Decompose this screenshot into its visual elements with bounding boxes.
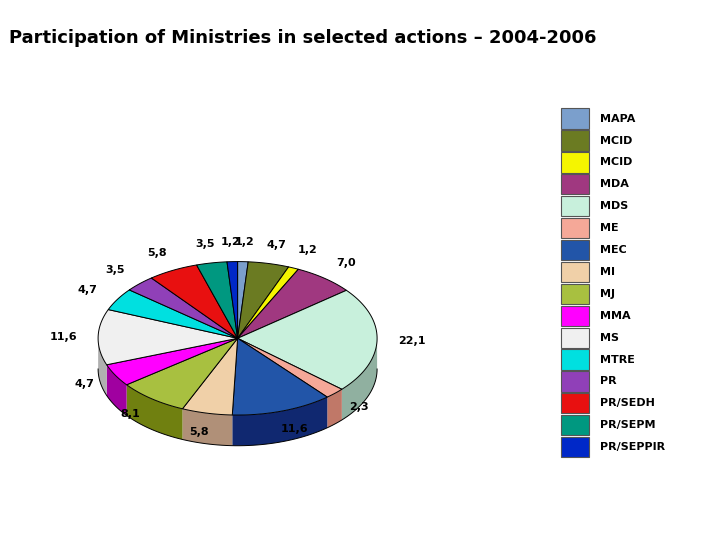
FancyBboxPatch shape [561,174,589,194]
FancyBboxPatch shape [561,437,589,457]
Text: 1,2: 1,2 [235,238,254,247]
Text: MI: MI [600,267,616,277]
Polygon shape [238,291,377,389]
Text: MDA: MDA [600,179,629,190]
Polygon shape [98,340,107,395]
Text: 5,8: 5,8 [147,248,166,258]
FancyBboxPatch shape [561,262,589,282]
Polygon shape [233,338,328,415]
Text: MJ: MJ [600,289,616,299]
Text: 3,5: 3,5 [195,239,215,249]
FancyBboxPatch shape [561,196,589,217]
Text: 3,5: 3,5 [106,265,125,275]
Polygon shape [107,338,238,385]
Polygon shape [108,290,238,338]
Text: 2,3: 2,3 [349,402,369,412]
Polygon shape [182,338,238,415]
Polygon shape [127,338,238,409]
Text: 4,7: 4,7 [266,240,287,250]
Polygon shape [238,267,298,338]
Text: MS: MS [600,333,619,342]
Text: MDS: MDS [600,201,629,211]
Polygon shape [342,339,377,420]
Text: 22,1: 22,1 [398,336,426,346]
Polygon shape [151,265,238,338]
Text: ME: ME [600,223,619,233]
Polygon shape [98,309,238,365]
Text: MAPA: MAPA [600,113,636,124]
Polygon shape [227,261,238,338]
Text: MCID: MCID [600,158,633,167]
Text: 4,7: 4,7 [78,285,97,294]
Polygon shape [130,278,238,338]
Polygon shape [197,262,238,338]
FancyBboxPatch shape [561,284,589,304]
Text: 7,0: 7,0 [336,258,356,268]
FancyBboxPatch shape [561,393,589,414]
FancyBboxPatch shape [561,328,589,348]
Text: MCID: MCID [600,136,633,145]
Polygon shape [233,397,328,445]
Text: 5,8: 5,8 [189,427,209,437]
Polygon shape [127,385,182,440]
Text: PR/SEPM: PR/SEPM [600,420,656,430]
FancyBboxPatch shape [561,152,589,172]
Text: PR/SEDH: PR/SEDH [600,399,655,408]
Text: MTRE: MTRE [600,355,635,365]
Polygon shape [107,365,127,415]
Polygon shape [238,269,346,338]
Polygon shape [238,338,342,397]
FancyBboxPatch shape [561,372,589,392]
FancyBboxPatch shape [561,306,589,326]
Text: PR/SEPPIR: PR/SEPPIR [600,442,665,452]
FancyBboxPatch shape [561,240,589,260]
FancyBboxPatch shape [561,349,589,370]
Text: 1,2: 1,2 [297,246,318,255]
FancyBboxPatch shape [561,415,589,435]
Text: 8,1: 8,1 [120,409,140,419]
Text: Participation of Ministries in selected actions – 2004-2006: Participation of Ministries in selected … [9,29,596,47]
Polygon shape [238,262,289,338]
Text: MEC: MEC [600,245,627,255]
FancyBboxPatch shape [561,109,589,129]
Text: 4,7: 4,7 [75,380,94,389]
Text: 11,6: 11,6 [50,332,77,342]
FancyBboxPatch shape [561,218,589,238]
Polygon shape [182,409,233,446]
Text: 1,2: 1,2 [221,238,240,247]
FancyBboxPatch shape [561,130,589,151]
Text: MMA: MMA [600,310,631,321]
Polygon shape [328,389,342,428]
Text: 11,6: 11,6 [280,424,308,434]
Polygon shape [238,261,248,338]
Text: PR: PR [600,376,617,387]
